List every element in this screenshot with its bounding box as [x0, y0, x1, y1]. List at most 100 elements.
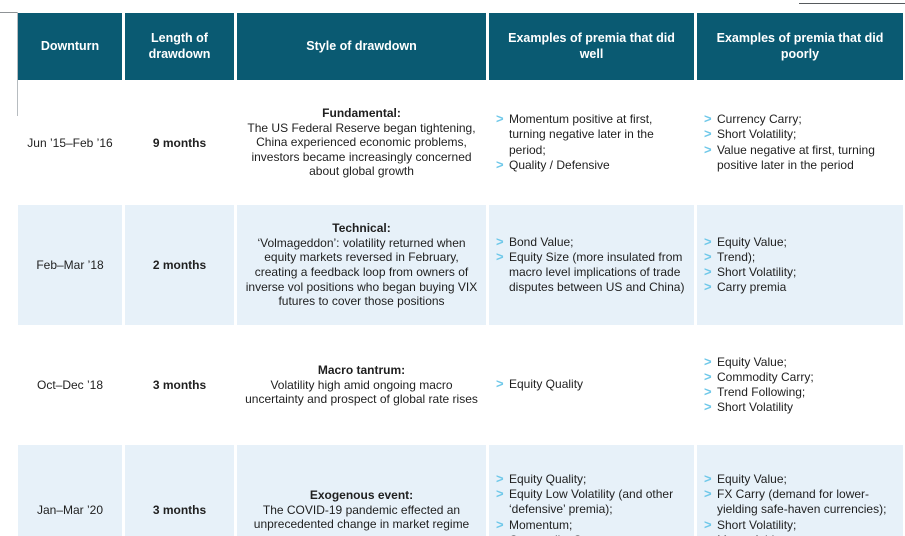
drawdown-style-title: Macro tantrum: — [317, 363, 406, 378]
premia-item: > Commodity Carry; — [704, 368, 814, 385]
premia-item-label: Equity Low Volatility (and other ‘defens… — [509, 487, 674, 517]
premia-item: > Trend); — [704, 248, 796, 265]
cell-downturn: Jan–Mar ’20 — [18, 445, 122, 536]
chevron-bullet-icon: > — [704, 399, 712, 415]
downturn-label: Feb–Mar ’18 — [36, 258, 104, 272]
chevron-bullet-icon: > — [496, 111, 504, 127]
length-label: 3 months — [152, 503, 207, 517]
cell-premia-did-poorly: > Currency Carry; > Short Volatility; > Value… — [697, 85, 903, 200]
premia-item: > Equity Value; — [704, 234, 796, 250]
premia-item-label: Commodity Carry — [509, 533, 688, 536]
premia-item-label: Short Volatility; — [717, 265, 797, 279]
cell-premia-did-well: > Momentum positive at first, turning neg… — [489, 85, 694, 200]
premia-item: > Quality / Defensive — [496, 157, 688, 173]
chevron-bullet-icon: > — [496, 471, 504, 487]
did-well-list: > Equity Quality — [496, 376, 584, 392]
cell-length: 9 months — [125, 85, 234, 200]
premia-item-label: Macro Arbitrage — [717, 533, 897, 536]
premia-item: > FX Carry (demand for lower-yielding saf… — [704, 486, 897, 517]
chevron-bullet-icon: > — [704, 111, 712, 127]
cell-style-of-drawdown: Fundamental: The US Federal Reserve bega… — [237, 85, 486, 200]
did-well-list: > Momentum positive at first, turning neg… — [496, 111, 688, 173]
premia-item-label: FX Carry (demand for lower-yielding safe… — [717, 487, 887, 517]
premia-item: > Equity Quality; — [496, 471, 688, 487]
cell-premia-did-poorly: > Equity Value; > Trend); > Short Volatility;… — [697, 205, 903, 325]
premia-item: > Carry premia — [704, 279, 796, 295]
length-label: 9 months — [152, 135, 207, 150]
cell-downturn: Oct–Dec ’18 — [18, 330, 122, 440]
drawdown-style-description: ‘Volmageddon’: volatility returned when … — [245, 235, 478, 309]
did-poorly-list: > Equity Value; > Commodity Carry; > Trend Fo… — [704, 353, 814, 415]
did-well-list: > Bond Value; > Equity Size (more insulated… — [496, 234, 688, 295]
cell-style-of-drawdown: Exogenous event: The COVID-19 pandemic e… — [237, 445, 486, 536]
premia-item-label: Equity Value; — [717, 234, 787, 249]
drawdown-premia-table: Downturn Length of drawdown Style of dra… — [18, 13, 903, 536]
premia-item-label: Value negative at first, turning positiv… — [717, 142, 875, 172]
premia-item: > Short Volatility; — [704, 264, 797, 280]
col-header-premia-did-poorly: Examples of premia that did poorly — [697, 13, 903, 80]
col-header-premia-did-well: Examples of premia that did well — [489, 13, 694, 80]
page-border-fragment-top-right — [799, 3, 905, 4]
premia-item-label: Equity Quality — [509, 377, 584, 392]
cell-style-of-drawdown: Technical: ‘Volmageddon’: volatility ret… — [237, 205, 486, 325]
downturn-label: Jan–Mar ’20 — [36, 503, 104, 517]
premia-item: > Bond Value; — [496, 234, 688, 250]
downturn-label: Jun ’15–Feb ’16 — [27, 135, 113, 150]
cell-premia-did-poorly: > Equity Value; > FX Carry (demand for lowe… — [697, 445, 903, 536]
length-label: 3 months — [152, 378, 207, 392]
premia-item-label: Equity Value; — [717, 354, 787, 369]
chevron-bullet-icon: > — [704, 279, 712, 295]
premia-item: > Short Volatility — [704, 399, 814, 415]
did-well-list: > Equity Quality; > Equity Low Volatility (… — [496, 471, 688, 536]
chevron-bullet-icon: > — [704, 532, 717, 536]
page-border-fragment-top-left — [0, 12, 18, 13]
premia-item: > Momentum positive at first, turning neg… — [496, 111, 688, 157]
cell-downturn: Feb–Mar ’18 — [18, 205, 122, 325]
col-header-length-of-drawdown: Length of drawdown — [125, 13, 234, 80]
cell-premia-did-well: > Bond Value; > Equity Size (more insulated… — [489, 205, 694, 325]
chevron-bullet-icon: > — [704, 141, 712, 157]
cell-premia-did-poorly: > Equity Value; > Commodity Carry; > Trend Fo… — [697, 330, 903, 440]
chevron-bullet-icon: > — [704, 264, 712, 279]
drawdown-style-title: Fundamental: — [322, 105, 401, 120]
premia-item-label: Momentum; — [509, 517, 573, 532]
premia-item: > Equity Low Volatility (and other ‘defen… — [496, 486, 688, 517]
chevron-bullet-icon: > — [496, 376, 504, 392]
chevron-bullet-icon: > — [496, 516, 504, 532]
drawdown-style-title: Exogenous event: — [309, 488, 414, 503]
chevron-bullet-icon: > — [704, 368, 712, 384]
did-poorly-list: > Currency Carry; > Short Volatility; > Value… — [704, 111, 897, 173]
cell-premia-did-well: > Equity Quality — [489, 330, 694, 440]
premia-item-label: Short Volatility; — [717, 517, 797, 532]
drawdown-style-description: Volatility high amid ongoing macro uncer… — [245, 377, 478, 407]
col-header-style-of-drawdown: Style of drawdown — [237, 13, 486, 80]
premia-item-label: Equity Size (more insulated from macro l… — [509, 249, 685, 295]
premia-item-label: Currency Carry; — [717, 112, 802, 127]
chevron-bullet-icon: > — [704, 471, 712, 487]
premia-item-label: Trend Following; — [717, 385, 806, 399]
chevron-bullet-icon: > — [496, 532, 509, 536]
premia-item-label: Commodity Carry; — [717, 369, 814, 384]
did-poorly-list: > Equity Value; > FX Carry (demand for lowe… — [704, 471, 897, 536]
page-border-fragment-left-vertical — [17, 12, 18, 116]
premia-item: > Short Volatility; — [704, 517, 897, 533]
premia-item-label: Trend); — [717, 249, 756, 264]
premia-item: > Momentum; — [496, 516, 688, 533]
chevron-bullet-icon: > — [704, 353, 712, 369]
did-poorly-list: > Equity Value; > Trend); > Short Volatility;… — [704, 234, 797, 295]
chevron-bullet-icon: > — [704, 248, 712, 264]
premia-item: > Equity Quality — [496, 376, 584, 392]
cell-premia-did-well: > Equity Quality; > Equity Low Volatility (… — [489, 445, 694, 536]
cell-downturn: Jun ’15–Feb ’16 — [18, 85, 122, 200]
premia-item: > Equity Size (more insulated from macro … — [496, 249, 688, 295]
premia-item: > Equity Value; — [704, 353, 814, 370]
drawdown-style-title: Technical: — [332, 221, 391, 236]
length-label: 2 months — [152, 258, 207, 272]
cell-style-of-drawdown: Macro tantrum: Volatility high amid ongo… — [237, 330, 486, 440]
cell-length: 2 months — [125, 205, 234, 325]
premia-item-label: Short Volatility; — [717, 127, 797, 142]
premia-item-label: Equity Quality; — [509, 472, 587, 487]
premia-item: > Currency Carry; — [704, 111, 897, 127]
premia-item: > Value negative at first, turning positi… — [704, 141, 897, 173]
premia-item: >Macro Arbitrage — [704, 532, 897, 536]
